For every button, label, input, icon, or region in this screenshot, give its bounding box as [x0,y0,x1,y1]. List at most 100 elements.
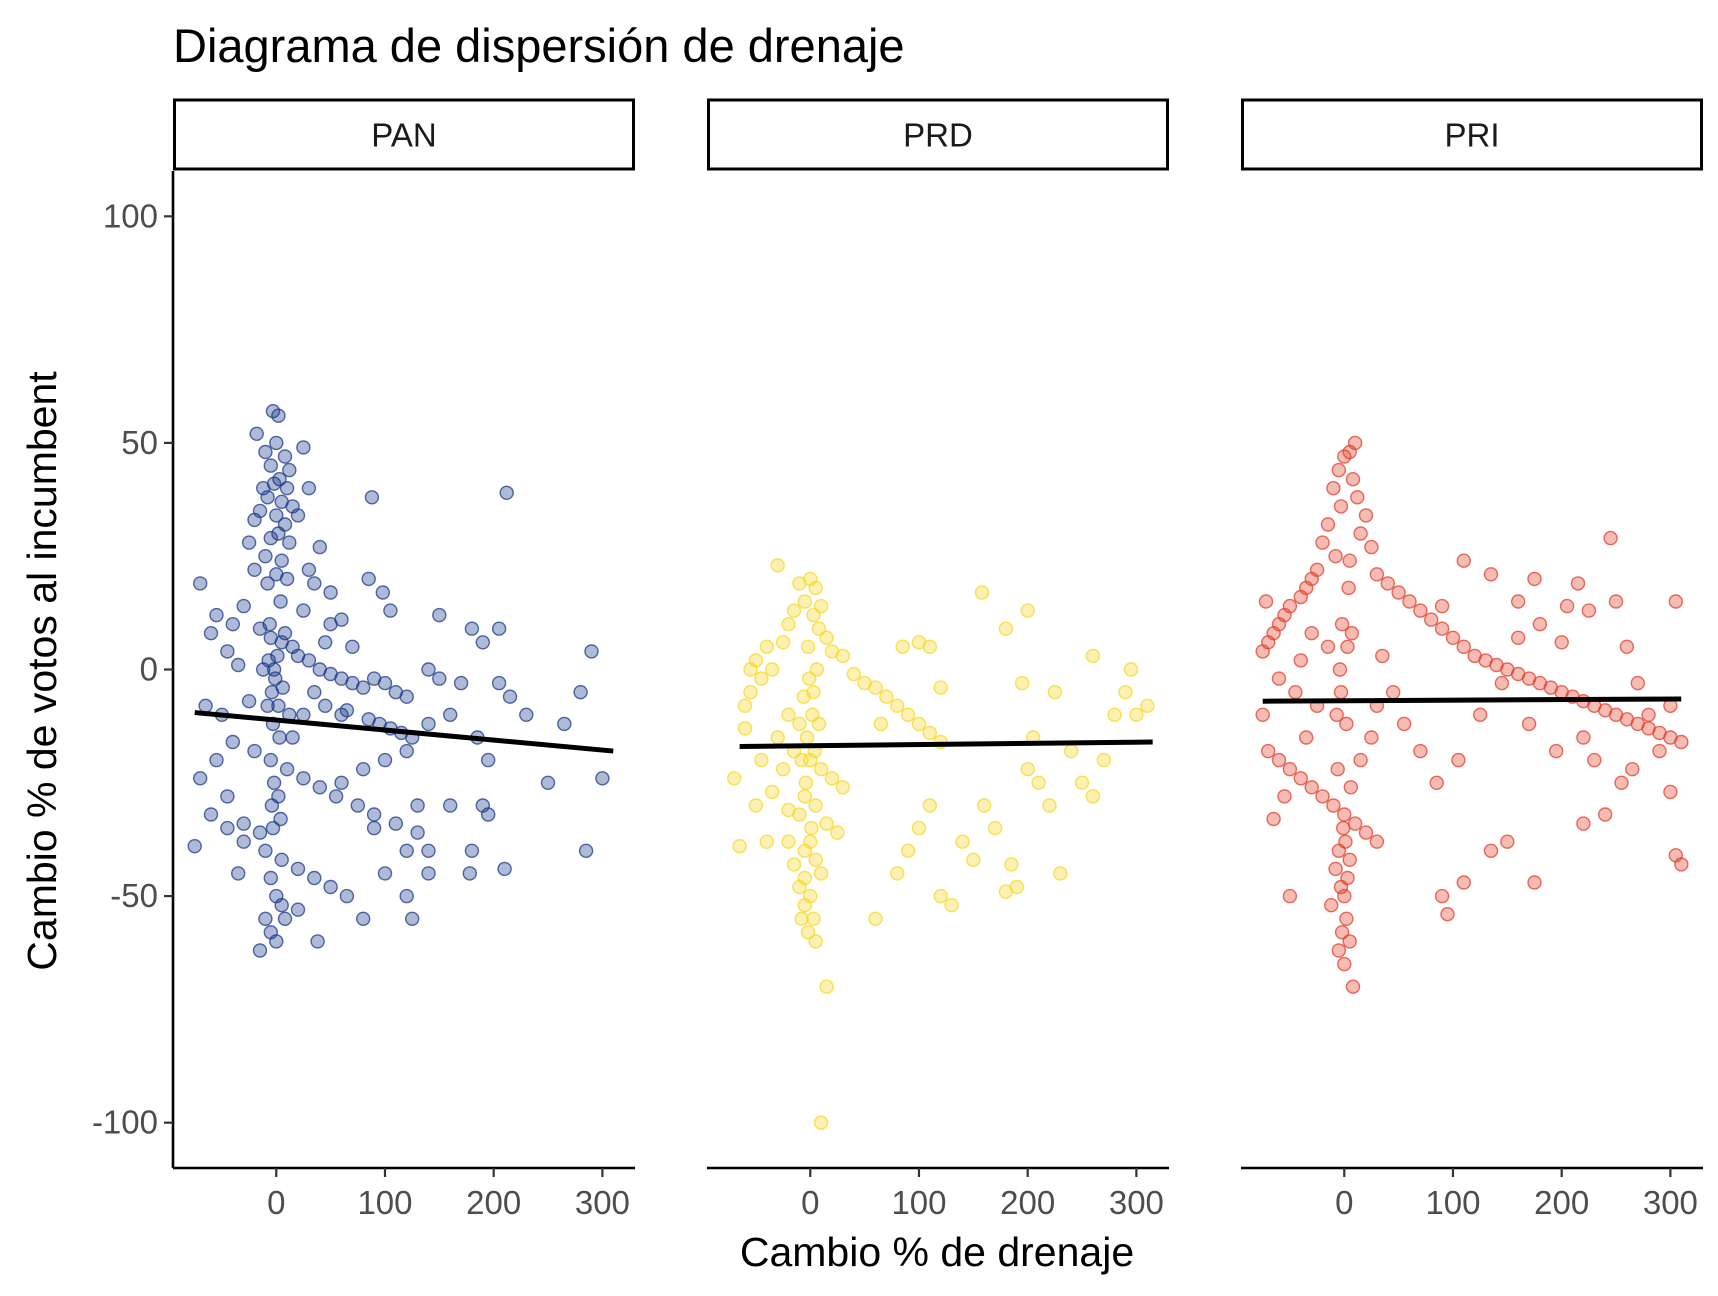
data-point [1554,635,1569,650]
x-tick-label: 100 [1425,1184,1480,1221]
data-point [290,861,306,877]
data-point [1320,639,1336,654]
data-point [743,662,758,677]
data-point [1451,752,1466,768]
data-point [794,752,809,768]
panel-prd: PRD 0 100 200 300 [707,98,1169,1221]
data-point [268,671,283,686]
data-point [256,662,271,677]
data-point [797,789,812,804]
data-point [1423,612,1439,627]
data-point [977,798,992,813]
x-tick-label: 300 [1109,1184,1164,1221]
x-tick-label: 0 [267,1184,285,1221]
chart-title: Diagrama de dispersión de drenaje [173,19,905,72]
x-tick-label: 200 [1000,1184,1055,1221]
data-point [236,834,251,849]
data-point [1342,934,1357,949]
data-point [1315,789,1330,804]
data-point [1335,820,1351,836]
data-point [727,771,742,786]
data-point [1334,925,1350,940]
data-point [1334,617,1350,632]
data-point [475,635,490,650]
data-point [796,689,811,704]
y-tick-label: 0 [140,651,158,688]
data-point [1339,716,1354,732]
data-point [1329,707,1344,722]
data-point [230,657,246,673]
data-point [540,775,556,790]
data-point [361,571,376,587]
data-point [1118,685,1133,700]
data-point [1341,580,1356,596]
data-point [475,798,490,813]
data-point [271,526,286,541]
data-point [1619,639,1635,654]
data-point [846,666,861,682]
data-point [1047,685,1063,700]
data-point [800,925,816,940]
data-point [252,943,268,958]
data-point [323,585,338,600]
data-point [285,730,300,745]
data-point [1337,449,1352,464]
data-point [247,743,262,759]
data-point [987,820,1003,836]
data-point [1333,685,1349,700]
data-point [911,820,927,836]
data-point [502,689,518,704]
data-point [334,775,349,790]
data-point [236,598,251,614]
data-point [364,490,380,505]
data-point [794,911,809,926]
data-point [345,639,360,654]
data-point [835,780,851,795]
data-point [481,752,496,768]
data-point [1282,762,1298,777]
facet-strip-label: PRD [903,117,973,154]
data-point [1494,675,1510,691]
data-point [318,635,333,650]
data-point [263,458,278,473]
data-point [890,866,905,881]
data-point [274,553,289,568]
data-point [1402,594,1417,609]
data-point [1140,698,1155,713]
data-point [260,698,275,713]
data-point [1364,539,1379,555]
data-point [356,762,371,777]
data-point [1282,888,1298,904]
data-point [1413,743,1428,759]
data-point [1559,598,1575,614]
data-point [1096,752,1112,768]
data-point [1330,762,1345,777]
data-point [1344,626,1360,641]
data-point [266,775,282,790]
data-point [1429,775,1444,790]
data-point [1350,490,1365,505]
data-point [307,576,322,591]
data-point [1581,603,1597,618]
data-point [1434,621,1450,636]
data-point [491,621,507,636]
data-point [781,802,796,818]
data-point [1663,784,1678,800]
data-point [275,680,290,695]
data-point [792,716,807,732]
data-point [1042,798,1057,813]
data-point [377,752,393,768]
data-point [1271,752,1287,768]
data-point [323,617,338,632]
data-point [192,771,208,786]
data-point [388,816,403,831]
data-point [410,798,425,813]
data-point [247,512,262,528]
data-point [241,694,257,709]
data-point [890,698,905,713]
data-point [1570,576,1586,591]
data-point [269,435,284,451]
data-point [274,852,289,867]
data-point [759,639,774,654]
data-point [1347,816,1363,831]
